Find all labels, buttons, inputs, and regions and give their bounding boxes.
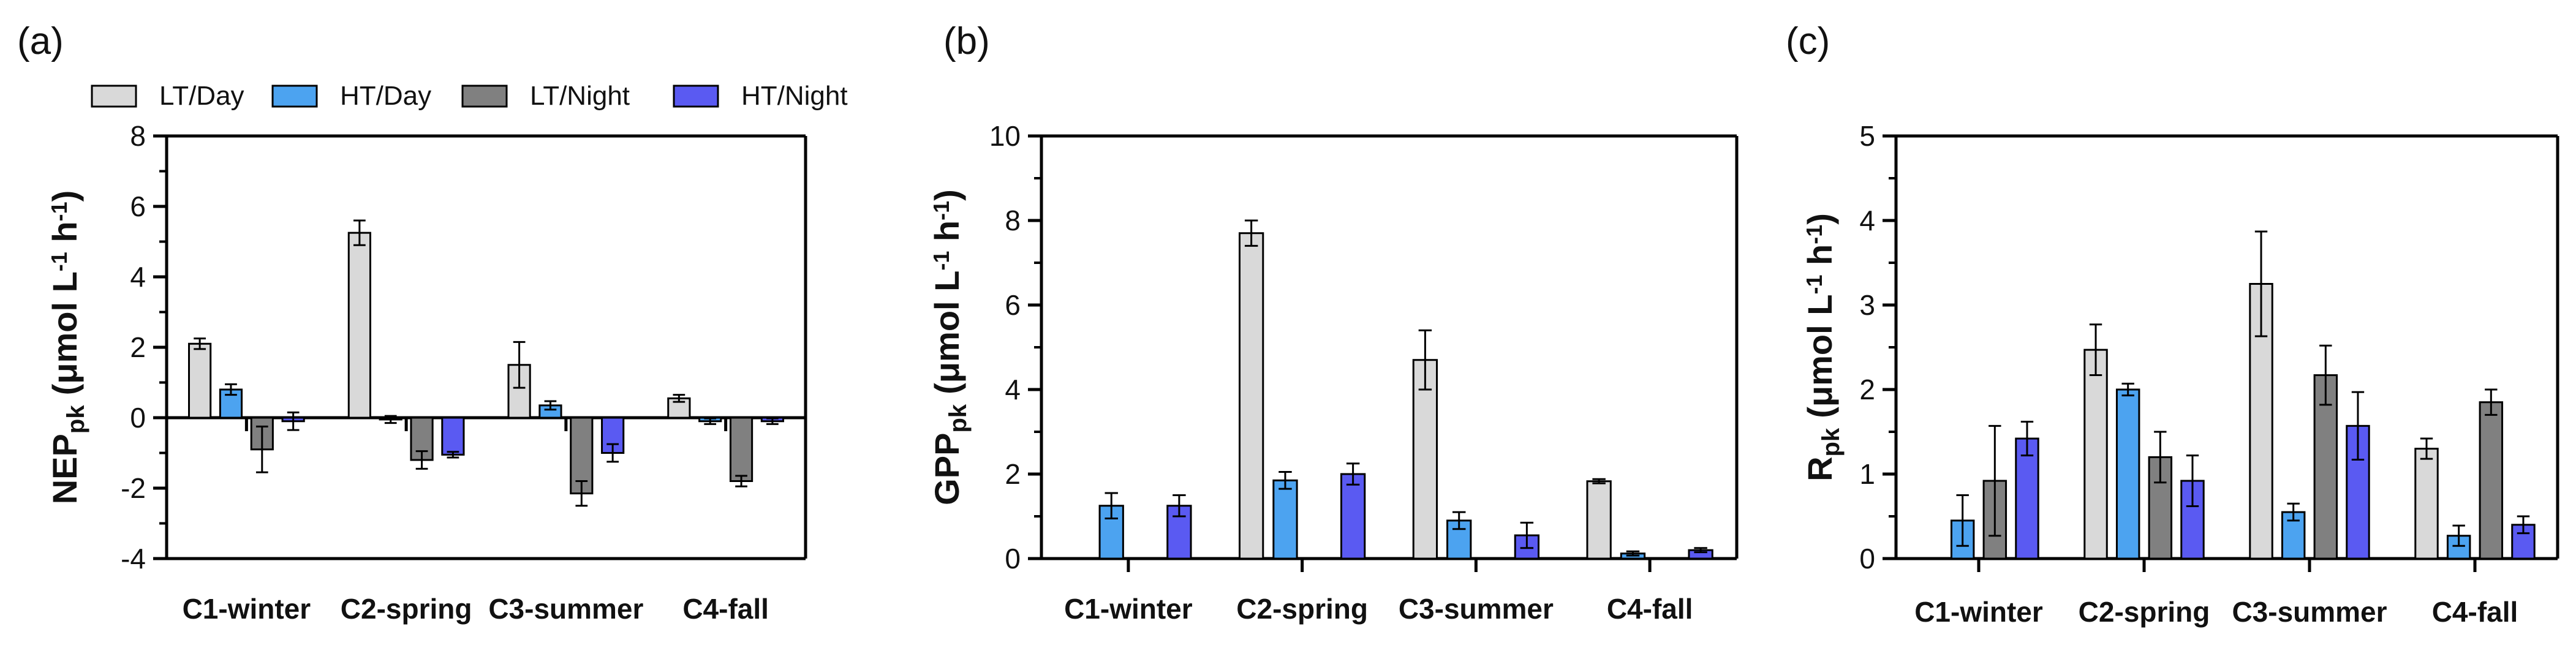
category-label-c3-summer: C3-summer [2232, 596, 2387, 628]
bar-lt-night-c4-fall [729, 416, 754, 482]
y-axis-label-exp1: -1 [1802, 275, 1827, 295]
y-axis-label-sub: pk [62, 405, 89, 434]
panel-label: (a) [17, 20, 64, 62]
category-label-c1-winter: C1-winter [183, 593, 311, 625]
bar-lt-day-c3-summer [507, 364, 531, 419]
y-axis-label-unit2: h [45, 221, 84, 252]
bar-ht-night-c1-winter [1166, 505, 1192, 560]
bar-ht-day-c2-spring [2115, 388, 2140, 560]
y-axis-label-close: ) [45, 190, 84, 202]
y-tick-label: 5 [1859, 120, 1875, 152]
bar-lt-day-c2-spring [347, 232, 371, 419]
y-axis-label-unit: (μmol L [1800, 295, 1839, 418]
y-axis-label-exp1: -1 [47, 252, 72, 271]
y-tick-label: 8 [130, 120, 146, 152]
y-tick-label: 0 [130, 402, 146, 434]
bar-lt-day-c4-fall [667, 397, 691, 419]
y-axis-label-exp2: -1 [1802, 225, 1827, 244]
y-tick-label: 6 [1005, 289, 1021, 321]
y-axis-label-exp2: -1 [929, 201, 954, 220]
category-label-c1-winter: C1-winter [1064, 593, 1193, 625]
legend-label-ht-night: HT/Night [741, 81, 848, 111]
bar-lt-day-c2-spring [1238, 232, 1264, 560]
y-tick-label: 0 [1005, 543, 1021, 575]
y-tick-label: -4 [121, 543, 146, 575]
bar-lt-night-c4-fall [2479, 401, 2504, 560]
y-axis-label-exp2: -1 [47, 202, 72, 221]
y-tick-label: 6 [130, 190, 146, 222]
y-axis-label-exp1: -1 [929, 251, 954, 271]
y-tick-label: 2 [1005, 458, 1021, 490]
category-label-c2-spring: C2-spring [2079, 596, 2210, 628]
y-axis-label-close: ) [927, 189, 966, 201]
bar-ht-day-c2-spring [1272, 479, 1298, 560]
y-axis-label-sub: pk [1818, 428, 1845, 456]
y-tick-label: 2 [1859, 374, 1875, 405]
y-axis-label-unit: (μmol L [927, 271, 966, 394]
bar-lt-day-c1-winter [188, 342, 212, 419]
panel-a: (a)NEPpk(μmol L-1 h-1)-4-202468C1-winter… [17, 20, 807, 625]
category-label-c3-summer: C3-summer [488, 593, 643, 625]
bar-lt-day-c4-fall [1586, 480, 1612, 560]
y-axis-label-main: R [1800, 456, 1839, 481]
category-label-c4-fall: C4-fall [1607, 593, 1693, 625]
y-axis-label-main: NEP [45, 434, 84, 504]
bar-ht-night-c2-spring [1340, 473, 1366, 560]
y-axis-label-unit2: h [1800, 244, 1839, 275]
panel-label: (b) [943, 20, 990, 62]
y-tick-label: 2 [130, 331, 146, 363]
legend-label-lt-night: LT/Night [530, 81, 630, 111]
bar-lt-day-c2-spring [2083, 348, 2108, 560]
y-axis-label-unit2: h [927, 220, 966, 251]
category-label-c2-spring: C2-spring [341, 593, 472, 625]
y-tick-label: 4 [1005, 374, 1021, 405]
legend-swatch-ht-night [673, 85, 719, 108]
legend-swatch-ht-day [271, 85, 318, 108]
y-tick-label: 0 [1859, 543, 1875, 575]
bar-ht-night-c2-spring [441, 416, 465, 456]
y-axis-label-close: ) [1800, 213, 1839, 225]
y-axis-label-main: GPP [927, 433, 966, 505]
y-tick-label: 3 [1859, 289, 1875, 321]
legend-swatch-lt-day [91, 85, 137, 108]
bar-ht-night-c1-winter [2015, 437, 2039, 560]
y-tick-label: 8 [1005, 205, 1021, 236]
bar-ht-day-c3-summer [1446, 519, 1472, 560]
category-label-c1-winter: C1-winter [1914, 596, 2043, 628]
category-label-c2-spring: C2-spring [1236, 593, 1368, 625]
category-label-c4-fall: C4-fall [682, 593, 769, 625]
y-axis-label: NEPpk(μmol L-1 h-1) [45, 190, 89, 505]
bar-ht-day-c4-fall [2446, 535, 2471, 560]
legend: LT/Day HT/Day LT/Night HT/Night [91, 81, 848, 111]
y-tick-label: 4 [130, 261, 146, 293]
y-tick-label: 10 [989, 120, 1021, 152]
bar-lt-day-c4-fall [2414, 448, 2439, 560]
y-tick-label: 4 [1859, 205, 1875, 236]
legend-label-lt-day: LT/Day [159, 81, 244, 111]
y-tick-label: 1 [1859, 458, 1875, 490]
y-axis-label: Rpk(μmol L-1 h-1) [1800, 213, 1845, 481]
legend-swatch-lt-night [461, 85, 508, 108]
y-axis-label-sub: pk [945, 404, 972, 432]
legend-label-ht-day: HT/Day [340, 81, 431, 111]
y-tick-label: -2 [121, 472, 146, 504]
panel-label: (c) [1786, 20, 1830, 62]
category-label-c4-fall: C4-fall [2432, 596, 2518, 628]
y-axis-label: GPPpk(μmol L-1 h-1) [927, 189, 972, 505]
category-label-c3-summer: C3-summer [1399, 593, 1554, 625]
y-axis-label-unit: (μmol L [45, 271, 84, 395]
